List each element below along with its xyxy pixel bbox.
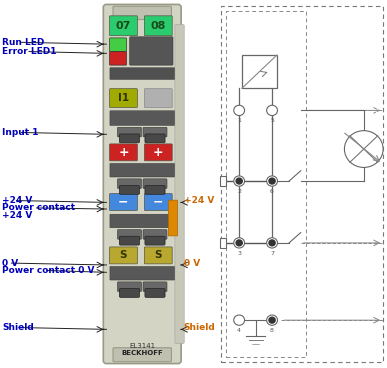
Circle shape [267,238,277,248]
FancyBboxPatch shape [110,68,175,79]
Circle shape [236,178,242,184]
FancyBboxPatch shape [144,194,172,210]
Circle shape [267,105,277,116]
FancyBboxPatch shape [110,52,127,65]
FancyBboxPatch shape [110,89,137,107]
Text: 6: 6 [270,189,274,194]
FancyBboxPatch shape [145,185,165,194]
Text: +24 V: +24 V [2,211,32,220]
FancyBboxPatch shape [130,37,173,65]
FancyBboxPatch shape [242,55,277,88]
Text: +: + [153,146,164,159]
FancyBboxPatch shape [143,127,167,137]
Circle shape [344,131,383,167]
Text: 3: 3 [237,251,241,256]
Text: S: S [120,250,127,261]
Text: 0 V: 0 V [184,259,200,268]
Circle shape [269,317,275,323]
FancyBboxPatch shape [110,111,175,125]
FancyBboxPatch shape [118,230,142,239]
Text: 08: 08 [151,21,166,31]
Circle shape [267,176,277,186]
FancyBboxPatch shape [143,282,167,291]
FancyBboxPatch shape [110,214,175,228]
Text: EL3141: EL3141 [129,343,155,349]
Text: +24 V: +24 V [184,196,214,205]
FancyBboxPatch shape [113,6,171,20]
FancyBboxPatch shape [118,179,142,188]
Text: Power contact: Power contact [2,204,75,212]
FancyBboxPatch shape [120,236,140,245]
FancyBboxPatch shape [113,348,171,362]
Text: +24 V: +24 V [2,196,32,205]
Text: Power contact 0 V: Power contact 0 V [2,266,94,275]
FancyBboxPatch shape [103,4,181,364]
FancyBboxPatch shape [145,236,165,245]
FancyBboxPatch shape [110,144,137,161]
Text: S: S [154,250,162,261]
Circle shape [269,240,275,246]
Circle shape [234,315,245,325]
Text: +: + [118,146,129,159]
Circle shape [267,315,277,325]
FancyBboxPatch shape [110,194,137,210]
Text: Run LED: Run LED [2,38,44,47]
Text: I1: I1 [118,93,129,103]
FancyBboxPatch shape [144,247,172,264]
FancyBboxPatch shape [110,16,137,36]
FancyBboxPatch shape [110,266,175,280]
FancyBboxPatch shape [118,282,142,291]
FancyBboxPatch shape [120,185,140,194]
Text: 0 V: 0 V [2,259,18,268]
Circle shape [234,105,245,116]
Circle shape [236,240,242,246]
FancyBboxPatch shape [120,289,140,297]
FancyBboxPatch shape [220,238,226,248]
FancyBboxPatch shape [118,127,142,137]
Text: 8: 8 [270,328,274,333]
FancyBboxPatch shape [120,134,140,143]
FancyBboxPatch shape [110,247,137,264]
FancyBboxPatch shape [144,16,172,36]
FancyBboxPatch shape [168,200,178,236]
Text: BECKHOFF: BECKHOFF [122,350,163,355]
Text: Shield: Shield [2,323,34,332]
Text: 07: 07 [116,21,131,31]
Text: −: − [153,195,164,209]
Text: Input 1: Input 1 [2,128,38,137]
FancyBboxPatch shape [110,38,127,52]
Circle shape [234,238,245,248]
FancyBboxPatch shape [143,230,167,239]
Text: Shield: Shield [184,323,216,332]
FancyBboxPatch shape [144,144,172,161]
FancyBboxPatch shape [175,25,184,343]
Text: Error LED1: Error LED1 [2,47,57,56]
FancyBboxPatch shape [110,163,175,177]
FancyBboxPatch shape [145,289,165,297]
Circle shape [269,178,275,184]
Text: −: − [118,195,129,209]
Text: 1: 1 [237,118,241,123]
FancyBboxPatch shape [145,134,165,143]
Text: 2: 2 [237,189,241,194]
Text: 4: 4 [237,328,241,333]
FancyBboxPatch shape [220,176,226,186]
FancyBboxPatch shape [143,179,167,188]
Text: 7: 7 [270,251,274,256]
Text: 5: 5 [270,118,274,123]
FancyBboxPatch shape [144,89,172,107]
Circle shape [234,176,245,186]
